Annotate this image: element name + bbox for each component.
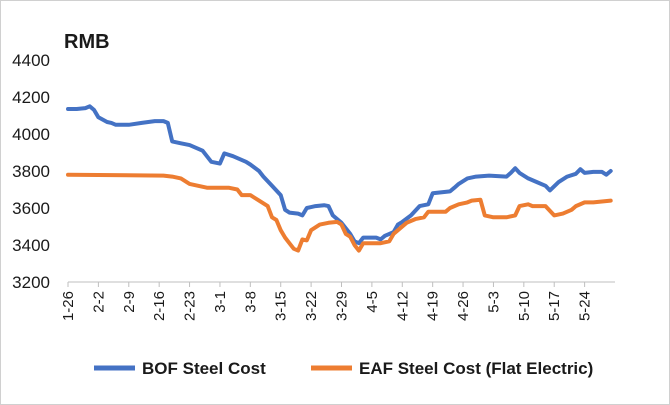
legend-label-bof: BOF Steel Cost	[142, 359, 266, 378]
x-tick-label: 4-26	[455, 291, 472, 321]
x-tick-label: 3-1	[212, 291, 229, 313]
x-tick-label: 5-17	[546, 291, 563, 321]
series-line-eaf	[66, 172, 613, 253]
y-axis-ticks: 3200 3400 3600 3800 4000 4200 4400	[12, 51, 50, 292]
x-tick-label: 3-22	[303, 291, 320, 321]
y-tick-label: 3200	[12, 273, 50, 292]
x-tick-label: 5-3	[485, 291, 502, 313]
y-tick-label: 3400	[12, 236, 50, 255]
x-tick-label: 5-10	[516, 291, 533, 321]
y-tick-label: 3600	[12, 199, 50, 218]
x-tick-label: 2-23	[182, 291, 199, 321]
x-tick-label: 3-15	[273, 291, 290, 321]
x-tick-label: 2-16	[151, 291, 168, 321]
series-lines	[66, 104, 613, 253]
x-tick-label: 3-29	[334, 291, 351, 321]
x-tick-label: 4-19	[425, 291, 442, 321]
x-tick-label: 5-24	[577, 291, 594, 321]
x-tick-label: 1-26	[60, 291, 77, 321]
series-line-bof	[66, 104, 613, 246]
legend-label-eaf: EAF Steel Cost (Flat Electric)	[359, 359, 593, 378]
y-tick-label: 4200	[12, 88, 50, 107]
x-tick-label: 2-2	[90, 291, 107, 313]
y-tick-label: 4400	[12, 51, 50, 70]
x-tick-label: 2-9	[121, 291, 138, 313]
y-tick-label: 3800	[12, 162, 50, 181]
x-tick-label: 3-8	[242, 291, 259, 313]
x-axis-ticks: 1-26 2-2 2-9 2-16 2-23 3-1 3-8 3-15 3-22 3-29 4-5 4…	[60, 282, 594, 321]
legend: BOF Steel Cost EAF Steel Cost (Flat Elec…	[94, 359, 593, 378]
y-unit-label: RMB	[64, 31, 110, 53]
x-tick-label: 4-12	[394, 291, 411, 321]
x-tick-label: 4-5	[364, 291, 381, 313]
y-tick-label: 4000	[12, 125, 50, 144]
